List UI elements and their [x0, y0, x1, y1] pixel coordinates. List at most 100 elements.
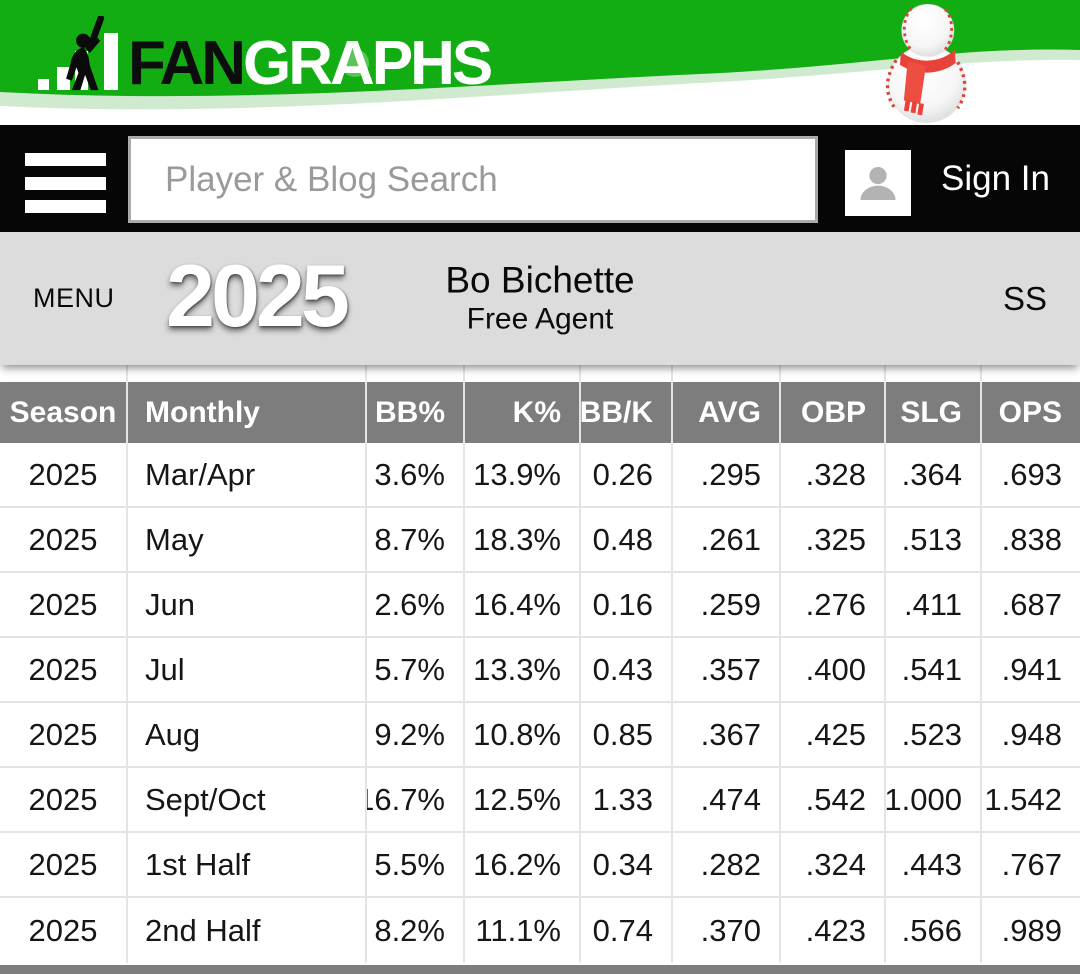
table-row-may: 2025 May 8.7% 18.3% 0.48.261.325.513.838: [0, 508, 1080, 573]
cell-bb: 3.6%: [365, 443, 463, 506]
player-position: SS: [1002, 279, 1047, 317]
user-icon: [860, 167, 896, 200]
cell-bb-k: 0.26: [579, 443, 671, 506]
cell-slg: 1.000: [884, 768, 980, 831]
partial-cell: [671, 365, 779, 382]
player-status: Free Agent: [466, 302, 614, 336]
cell-season: 2025: [28, 716, 98, 752]
cell-slg: .364: [884, 443, 980, 506]
cell-monthly: May: [126, 508, 365, 571]
partial-cell: [779, 365, 884, 382]
cell-obp: .276: [779, 573, 884, 636]
table-row-jun: 2025 Jun 2.6% 16.4% 0.16.259.276.411.687: [0, 573, 1080, 638]
cell-obp: .425: [779, 703, 884, 766]
cell-bb: 8.2%: [365, 898, 463, 963]
cell-ops: 1.542: [980, 768, 1080, 831]
partial-cell: [884, 365, 980, 382]
cell-avg: .370: [671, 898, 779, 963]
site-header: FANGRAPHS: [0, 0, 1080, 125]
cell-k: 16.2%: [463, 833, 579, 896]
cell-slg: .443: [884, 833, 980, 896]
wave-decoration: [0, 49, 1080, 125]
column-header-bb: BB%: [365, 382, 463, 443]
cell-slg: .513: [884, 508, 980, 571]
cell-season: 2025: [28, 846, 98, 882]
cell-ops: .989: [980, 898, 1080, 963]
partial-cell: [126, 365, 365, 382]
cell-bb: 9.2%: [365, 703, 463, 766]
user-account-button[interactable]: [845, 150, 911, 216]
fangraphs-logo[interactable]: FANGRAPHS: [38, 16, 493, 95]
table-row-sept-oct: 2025 Sept/Oct 16.7% 12.5% 1.33.474.542 1.000 1…: [0, 768, 1080, 833]
cell-slg: .541: [884, 638, 980, 701]
cell-k: 13.9%: [463, 443, 579, 506]
cell-avg: .259: [671, 573, 779, 636]
partial-scrolled-row: [0, 365, 1080, 382]
cell-obp: .325: [779, 508, 884, 571]
logo-text-fan: FAN: [128, 29, 246, 99]
cell-ops: .693: [980, 443, 1080, 506]
monthly-stats-table: Season Monthly BB% K% BB/K AVG OBP SLG OPS 2025 M…: [0, 365, 1080, 974]
season-year-selector[interactable]: 2025: [166, 245, 350, 345]
column-header-obp: OBP: [779, 382, 884, 443]
cell-bb: 5.5%: [365, 833, 463, 896]
hamburger-bar: [25, 200, 106, 213]
batter-silhouette: [66, 16, 105, 91]
cell-ops: .687: [980, 573, 1080, 636]
cell-avg: .474: [671, 768, 779, 831]
cell-bb: 16.7%: [365, 768, 463, 831]
partial-cell: [463, 365, 579, 382]
cell-ops: .941: [980, 638, 1080, 701]
table-row-1st-half: 2025 1st Half 5.5% 16.2% 0.34.282.324.443.76…: [0, 833, 1080, 898]
cell-obp: .423: [779, 898, 884, 963]
cell-avg: .367: [671, 703, 779, 766]
partial-cell: [980, 365, 1080, 382]
cell-k: 16.4%: [463, 573, 579, 636]
search-input[interactable]: [128, 136, 818, 223]
cell-monthly: Jul: [126, 638, 365, 701]
cell-season: 2025: [28, 586, 98, 622]
column-header-avg: AVG: [671, 382, 779, 443]
logo-wordmark: FANGRAPHS: [128, 33, 493, 95]
hamburger-menu-button[interactable]: [25, 153, 106, 213]
cell-ops: .948: [980, 703, 1080, 766]
cell-obp: .400: [779, 638, 884, 701]
cell-bb-k: 0.16: [579, 573, 671, 636]
column-header-season: Season: [9, 395, 117, 429]
cell-monthly: Aug: [126, 703, 365, 766]
cell-slg: .566: [884, 898, 980, 963]
cell-k: 11.1%: [463, 898, 579, 963]
cell-obp: .328: [779, 443, 884, 506]
cell-slg: .523: [884, 703, 980, 766]
cell-k: 10.8%: [463, 703, 579, 766]
cell-monthly: Mar/Apr: [126, 443, 365, 506]
cell-season: 2025: [28, 456, 98, 492]
hamburger-bar: [25, 176, 106, 190]
cell-avg: .295: [671, 443, 779, 506]
cell-avg: .357: [671, 638, 779, 701]
player-header-bar: MENU 2025 Bo Bichette Free Agent SS: [0, 232, 1080, 365]
partial-cell: [0, 365, 126, 382]
player-identity: Bo Bichette Free Agent: [445, 259, 634, 338]
cell-season: 2025: [28, 651, 98, 687]
cell-monthly: 1st Half: [126, 833, 365, 896]
partial-cell: [579, 365, 671, 382]
column-header-k: K%: [463, 382, 579, 443]
hamburger-bar: [25, 153, 106, 166]
cell-bb-k: 0.48: [579, 508, 671, 571]
sign-in-link[interactable]: Sign In: [941, 158, 1050, 198]
table-body: 2025 Mar/Apr 3.6% 13.9% 0.26.295.328.364.693…: [0, 443, 1080, 963]
cell-bb-k: 0.85: [579, 703, 671, 766]
cell-bb: 2.6%: [365, 573, 463, 636]
cell-monthly: Sept/Oct: [126, 768, 365, 831]
cell-bb: 8.7%: [365, 508, 463, 571]
cell-bb-k: 1.33: [579, 768, 671, 831]
column-header-ops: OPS: [980, 382, 1080, 443]
logo-text-graphs: GRAPHS: [243, 29, 493, 99]
cell-k: 13.3%: [463, 638, 579, 701]
cell-season: 2025: [28, 912, 98, 948]
cell-bb-k: 0.34: [579, 833, 671, 896]
table-row-mar-apr: 2025 Mar/Apr 3.6% 13.9% 0.26.295.328.364.693: [0, 443, 1080, 508]
menu-button[interactable]: MENU: [27, 232, 121, 365]
